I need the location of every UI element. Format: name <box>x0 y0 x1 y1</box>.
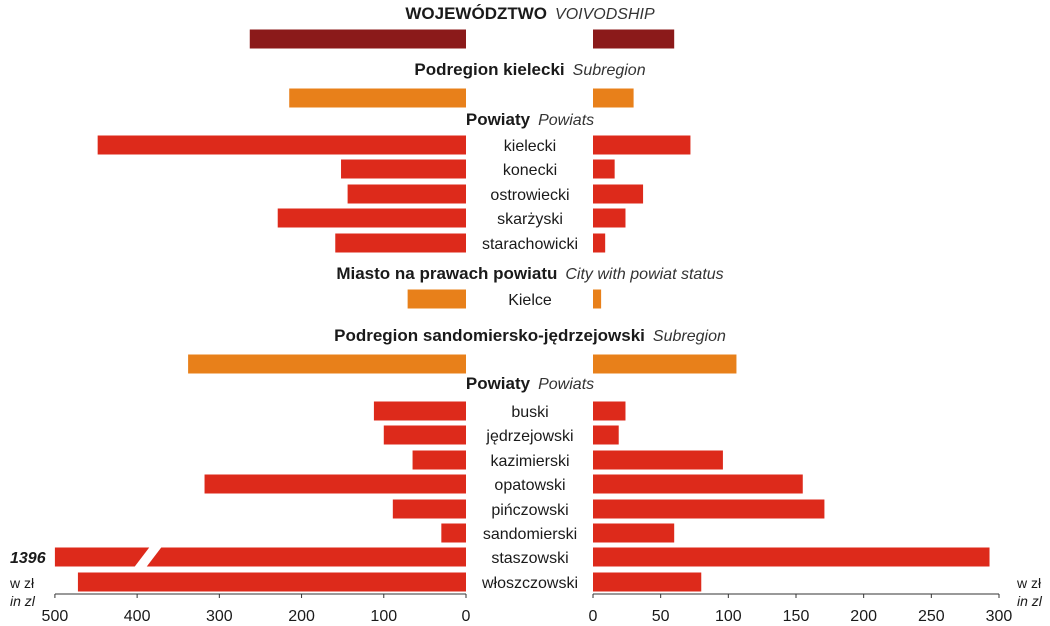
right-tick-label: 50 <box>652 608 670 625</box>
right-tick-label: 0 <box>589 608 598 625</box>
section-title-en: Subregion <box>653 328 726 345</box>
section-titles: WOJEWÓDZTWO VOIVODSHIP Podregion kielecki S… <box>334 4 726 393</box>
left-tick-label: 500 <box>42 608 69 625</box>
section-title-pl: Podregion kielecki <box>414 60 564 79</box>
right-bar <box>593 135 691 155</box>
right-tick-label: 300 <box>986 608 1013 625</box>
row-label: staszowski <box>491 550 568 567</box>
right-bar <box>593 29 675 49</box>
right-tick-label: 200 <box>850 608 877 625</box>
left-bar <box>97 135 466 155</box>
right-bar <box>593 499 825 519</box>
right-bar <box>593 547 990 567</box>
row-labels: kielecki konecki ostrowiecki skarżyski stara… <box>10 138 578 592</box>
left-bar <box>412 450 466 470</box>
left-bar <box>54 547 467 567</box>
section-title: Podregion sandomiersko-jędrzejowski Subre… <box>334 326 726 345</box>
right-bar <box>593 159 615 179</box>
section-title: Podregion kielecki Subregion <box>414 60 645 79</box>
right-bar <box>593 425 619 445</box>
left-bar <box>441 523 466 543</box>
row-label: pińczowski <box>491 502 568 519</box>
axis-break-mark <box>134 546 162 568</box>
right-bar <box>593 401 626 421</box>
left-bar <box>407 289 466 309</box>
section-title-en: Powiats <box>538 112 594 129</box>
row-label: konecki <box>503 162 557 179</box>
row-label: jędrzejowski <box>485 428 573 445</box>
right-bar <box>593 184 644 204</box>
row-label: opatowski <box>494 477 565 494</box>
left-bar <box>188 354 466 374</box>
right-unit-label-en: in zl <box>1017 593 1043 609</box>
section-title: WOJEWÓDZTWO VOIVODSHIP <box>405 4 655 23</box>
left-bar <box>392 499 466 519</box>
row-label: Kielce <box>508 292 552 309</box>
section-title-pl: Powiaty <box>466 110 531 129</box>
right-bar <box>593 572 702 592</box>
left-bar <box>249 29 466 49</box>
section-title-pl: Powiaty <box>466 374 531 393</box>
left-bar <box>347 184 466 204</box>
right-unit-label: w zł <box>1016 575 1042 591</box>
right-bar <box>593 233 606 253</box>
section-title-pl: WOJEWÓDZTWO <box>405 4 547 23</box>
row-label: sandomierski <box>483 526 577 543</box>
break-value-label: 1396 <box>10 550 46 567</box>
right-bar <box>593 354 737 374</box>
section-title-pl: Podregion sandomiersko-jędrzejowski <box>334 326 645 345</box>
row-label: skarżyski <box>497 211 563 228</box>
section-title: Powiaty Powiats <box>466 374 594 393</box>
left-bar <box>341 159 466 179</box>
right-bar <box>593 289 602 309</box>
section-title-pl: Miasto na prawach powiatu <box>336 264 557 283</box>
left-bar <box>204 474 466 494</box>
left-unit-label-en: in zl <box>10 593 36 609</box>
left-bar <box>383 425 466 445</box>
right-tick-label: 150 <box>783 608 810 625</box>
right-bar <box>593 474 803 494</box>
left-tick-label: 200 <box>288 608 315 625</box>
row-label: buski <box>511 404 548 421</box>
left-bar <box>277 208 466 228</box>
right-bar <box>593 450 723 470</box>
row-label: włoszczowski <box>481 575 578 592</box>
right-bar <box>593 88 634 108</box>
right-bar <box>593 208 626 228</box>
left-unit-label: w zł <box>9 575 35 591</box>
row-label: kielecki <box>504 138 556 155</box>
left-tick-label: 300 <box>206 608 233 625</box>
left-tick-label: 400 <box>124 608 151 625</box>
left-tick-label: 100 <box>370 608 397 625</box>
left-bar <box>335 233 466 253</box>
left-bar <box>77 572 466 592</box>
row-label: starachowicki <box>482 236 578 253</box>
left-tick-label: 0 <box>462 608 471 625</box>
right-tick-label: 250 <box>918 608 945 625</box>
row-label: ostrowiecki <box>490 187 569 204</box>
section-title-en: Powiats <box>538 376 594 393</box>
left-bar <box>289 88 466 108</box>
bars-layer <box>54 29 990 592</box>
right-bar <box>593 523 675 543</box>
section-title: Miasto na prawach powiatu City with powia… <box>336 264 723 283</box>
section-title: Powiaty Powiats <box>466 110 594 129</box>
section-title-en: Subregion <box>573 62 646 79</box>
left-bar <box>373 401 466 421</box>
right-tick-label: 100 <box>715 608 742 625</box>
section-title-en: City with powiat status <box>565 266 723 283</box>
section-title-en: VOIVODSHIP <box>555 6 655 23</box>
axes-layer: 500 400 300 200 100 0 0 50 100 150 200 250 300 w zł in… <box>9 575 1043 625</box>
row-label: kazimierski <box>490 453 569 470</box>
